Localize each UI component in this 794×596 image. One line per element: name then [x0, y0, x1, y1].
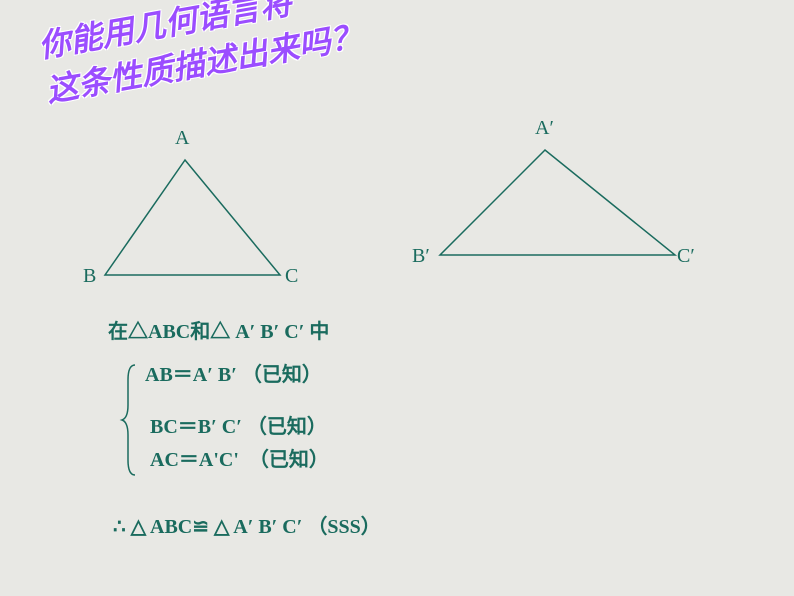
vertex-bprime: B′ [412, 245, 430, 268]
vertex-aprime: A′ [535, 117, 554, 140]
brace [120, 360, 140, 485]
decorative-title: 你能用几何语言将 这条性质描述出来吗？ [35, 0, 366, 113]
vertex-c: C [285, 265, 298, 288]
proof-intro: 在△ABC和△ A′ B′ C′ 中 [108, 315, 329, 344]
vertex-b: B [83, 265, 96, 288]
triangle1-shape [105, 160, 280, 275]
vertex-cprime: C′ [677, 245, 695, 268]
vertex-a: A [175, 127, 189, 150]
triangle-abc: A B C [105, 155, 305, 300]
proof-given2: BC＝B′ C′ （已知） [150, 410, 327, 439]
triangle2-shape [440, 150, 675, 255]
brace-path [122, 365, 135, 475]
proof-conclusion: ∴ △ ABC≌ △ A′ B′ C′ （SSS） [113, 510, 381, 539]
proof-given1: AB＝A′ B′ （已知） [145, 358, 322, 387]
proof-given3: AC＝A'C' （已知） [150, 443, 329, 472]
triangle-aprime: A′ B′ C′ [440, 145, 700, 280]
